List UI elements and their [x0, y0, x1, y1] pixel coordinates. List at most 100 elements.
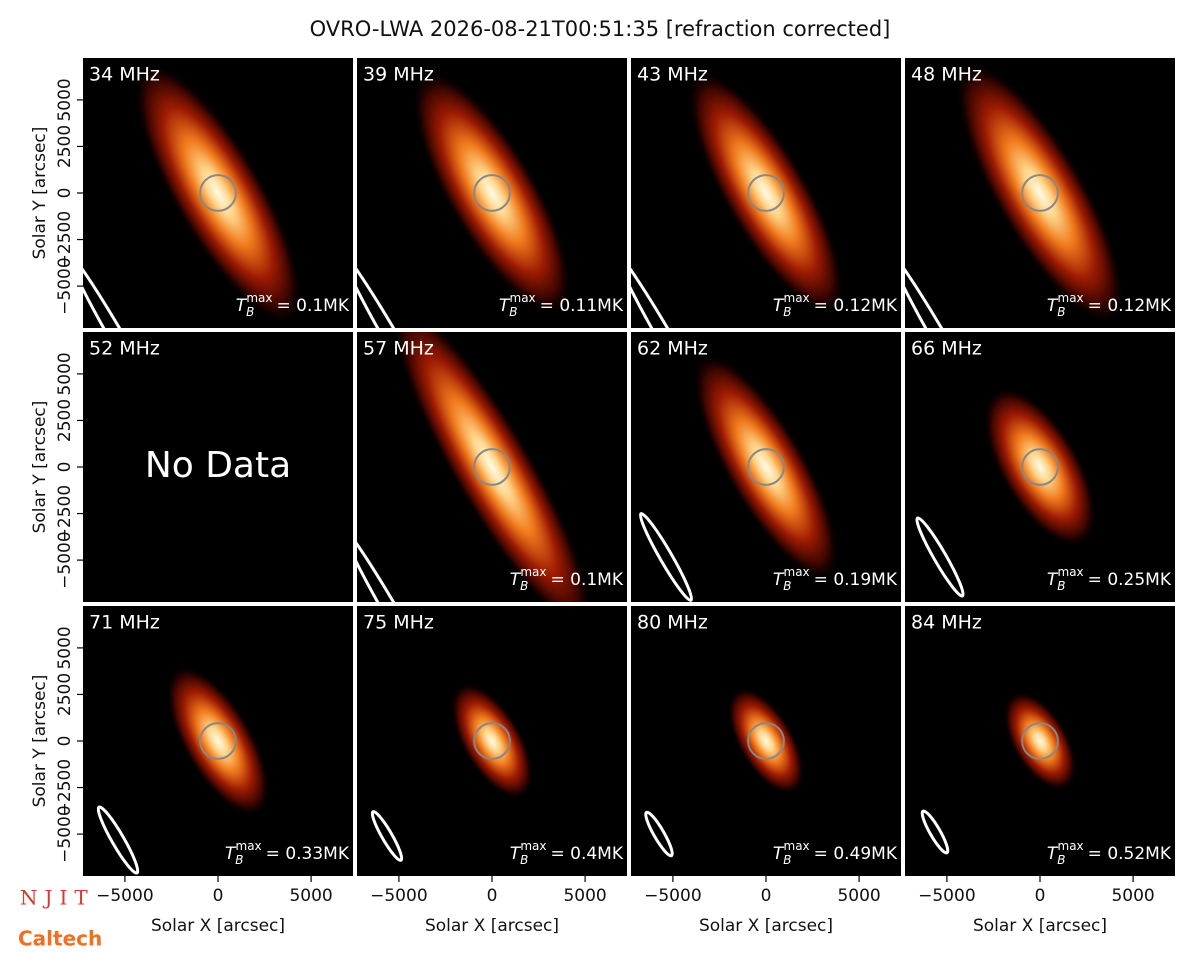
x-tick-label: 0	[487, 886, 498, 906]
panel	[631, 606, 901, 876]
x-axis-label: Solar X [arcsec]	[425, 916, 559, 936]
y-axis-label: Solar Y [arcsec]	[30, 675, 50, 808]
x-tick-label: 5000	[1111, 886, 1154, 906]
y-tick-label: 5000	[55, 352, 75, 395]
tmax-symbol: T	[1047, 296, 1059, 316]
tmax-value: = 0.52MK	[1088, 844, 1172, 864]
emission-image	[390, 332, 594, 602]
tmax-sub: B	[520, 853, 528, 867]
tmax-sup: max	[1058, 291, 1084, 305]
y-tick-label: 5000	[55, 78, 75, 121]
solar-disk	[747, 448, 785, 486]
tmax-label: TBmax = 0.12MK	[1047, 291, 1172, 319]
solar-disk	[747, 174, 785, 212]
tmax-sub: B	[235, 853, 243, 867]
tmax-value: = 0.11MK	[540, 296, 624, 316]
y-tick-label: 0	[55, 188, 75, 199]
tmax-sup: max	[1058, 839, 1084, 853]
panel	[357, 58, 627, 328]
solar-disk	[1021, 448, 1059, 486]
emission-image	[955, 61, 1125, 325]
tmax-symbol: T	[236, 296, 248, 316]
panel	[357, 332, 627, 602]
x-tick-label: −5000	[370, 886, 428, 906]
tmax-sup: max	[236, 839, 262, 853]
emission-image	[687, 69, 845, 317]
emission-image	[450, 682, 534, 800]
tmax-sub: B	[783, 305, 791, 319]
tmax-sup: max	[520, 565, 546, 579]
x-tick-label: −5000	[918, 886, 976, 906]
tmax-value: = 0.1MK	[551, 570, 624, 590]
beam	[644, 810, 674, 858]
tmax-symbol: T	[773, 296, 785, 316]
tmax-sup: max	[510, 291, 536, 305]
solar-disk	[199, 722, 237, 760]
tmax-label: TBmax = 0.1MK	[510, 565, 624, 593]
tmax-sup: max	[246, 291, 272, 305]
panel-background	[83, 332, 353, 602]
y-tick-label: 2500	[55, 125, 75, 168]
tmax-sup: max	[784, 565, 810, 579]
beam	[915, 516, 965, 598]
frequency-label: 71 MHz	[89, 612, 160, 634]
y-tick-label: −5000	[55, 805, 75, 863]
tmax-label: TBmax = 0.11MK	[499, 291, 624, 319]
tmax-value: = 0.4MK	[551, 844, 624, 864]
x-tick-label: 0	[761, 886, 772, 906]
chart-title: OVRO-LWA 2026-08-21T00:51:35 [refraction…	[310, 17, 891, 41]
x-axis-label: Solar X [arcsec]	[151, 916, 285, 936]
panel	[357, 606, 627, 876]
solar-disk	[473, 722, 511, 760]
x-tick-label: 5000	[289, 886, 332, 906]
y-tick-label: −2500	[55, 759, 75, 817]
tmax-sub: B	[520, 579, 528, 593]
y-axis-label: Solar Y [arcsec]	[30, 401, 50, 534]
logo: NJIT	[20, 886, 95, 910]
tmax-sup: max	[520, 839, 546, 853]
tmax-label: TBmax = 0.4MK	[510, 839, 624, 867]
solar-disk	[473, 174, 511, 212]
x-tick-label: 5000	[563, 886, 606, 906]
panel	[83, 606, 353, 876]
tmax-value: = 0.12MK	[1088, 296, 1172, 316]
frequency-label: 57 MHz	[363, 338, 434, 360]
y-tick-label: −5000	[55, 531, 75, 589]
x-tick-label: 0	[213, 886, 224, 906]
panel	[631, 58, 901, 328]
y-tick-label: 2500	[55, 399, 75, 442]
tmax-value: = 0.33MK	[266, 844, 350, 864]
tmax-symbol: T	[773, 844, 785, 864]
x-axis-label: Solar X [arcsec]	[973, 916, 1107, 936]
emission-image	[1003, 691, 1077, 791]
tmax-sub: B	[246, 305, 254, 319]
tmax-label: TBmax = 0.12MK	[773, 291, 898, 319]
frequency-label: 84 MHz	[911, 612, 982, 634]
solar-disk	[199, 174, 237, 212]
tmax-value: = 0.25MK	[1088, 570, 1172, 590]
x-tick-label: −5000	[644, 886, 702, 906]
solar-disk	[1021, 722, 1059, 760]
tmax-value: = 0.12MK	[814, 296, 898, 316]
tmax-value: = 0.1MK	[277, 296, 350, 316]
tmax-label: TBmax = 0.19MK	[773, 565, 898, 593]
tmax-value: = 0.49MK	[814, 844, 898, 864]
tmax-symbol: T	[1047, 844, 1059, 864]
y-tick-label: 0	[55, 462, 75, 473]
frequency-label: 34 MHz	[89, 64, 160, 86]
y-axis-label: Solar Y [arcsec]	[30, 127, 50, 260]
beam	[638, 512, 694, 602]
emission-image	[692, 352, 840, 582]
frequency-label: 52 MHz	[89, 338, 160, 360]
frequency-label: 48 MHz	[911, 64, 982, 86]
y-tick-label: 5000	[55, 626, 75, 669]
tmax-sub: B	[509, 305, 517, 319]
panel	[905, 332, 1175, 602]
tmax-label: TBmax = 0.52MK	[1047, 839, 1172, 867]
emission-image	[133, 61, 303, 325]
frequency-label: 75 MHz	[363, 612, 434, 634]
frequency-label: 39 MHz	[363, 64, 434, 86]
solar-disk	[1021, 174, 1059, 212]
frequency-label: 80 MHz	[637, 612, 708, 634]
logo: Caltech	[18, 927, 102, 951]
